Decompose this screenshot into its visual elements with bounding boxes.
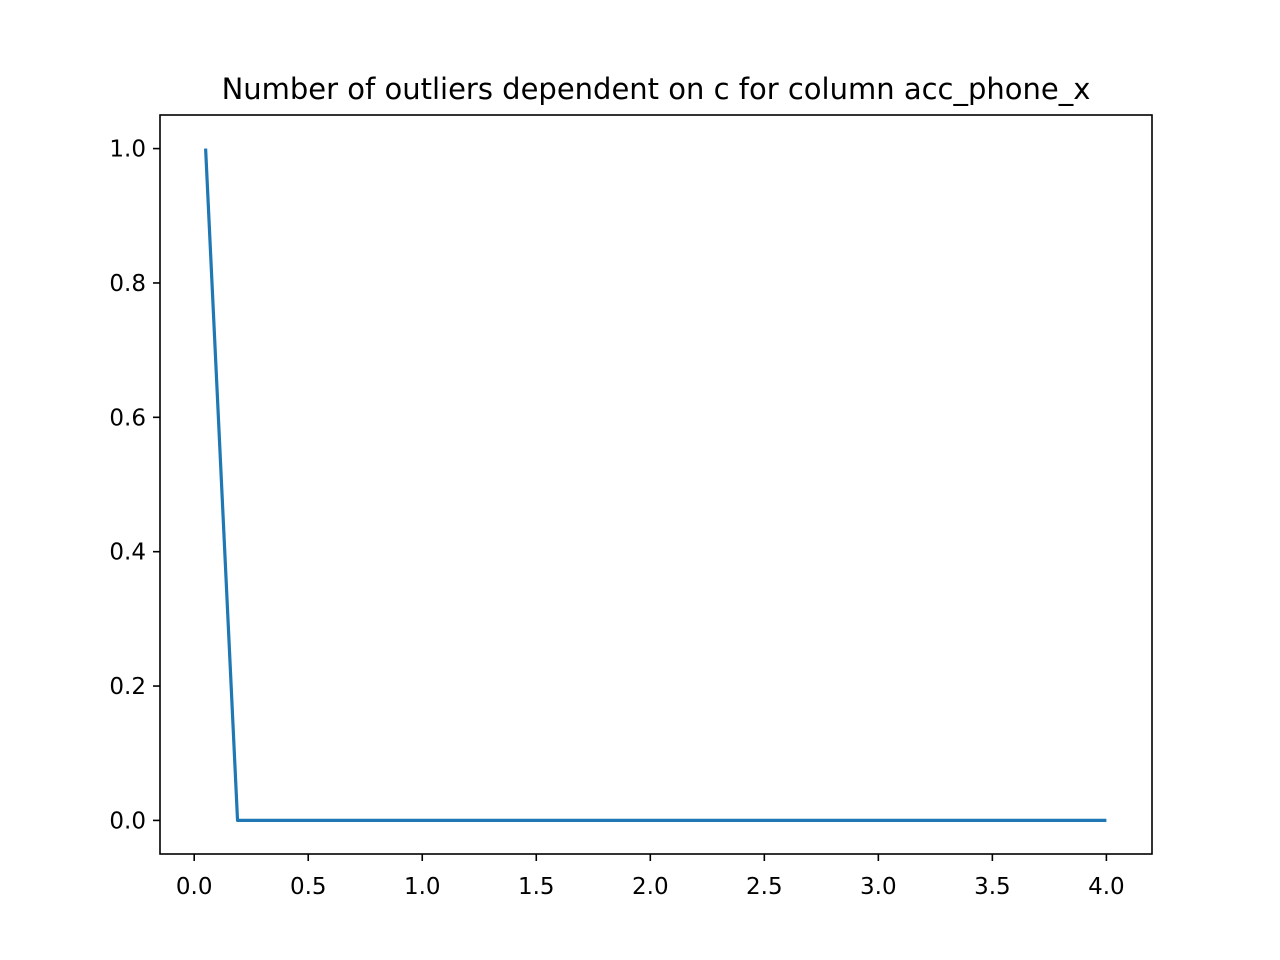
y-tick-label: 0.2 <box>109 674 146 700</box>
x-tick-label: 4.0 <box>1088 874 1125 900</box>
y-tick-label: 0.8 <box>109 271 146 297</box>
series-line <box>204 148 1107 823</box>
y-tick-label: 1.0 <box>109 137 146 163</box>
plot-series <box>204 148 1107 823</box>
y-axis: 0.0 0.2 0.4 0.6 0.8 1.0 <box>109 137 160 834</box>
x-tick-label: 1.5 <box>518 874 555 900</box>
x-axis: 0.0 0.5 1.0 1.5 2.0 2.5 3.0 3.5 4.0 <box>176 854 1125 900</box>
x-tick-label: 0.0 <box>176 874 213 900</box>
y-tick-label: 0.4 <box>109 540 146 566</box>
y-tick-label: 0.0 <box>109 808 146 834</box>
plot-frame <box>159 114 1153 855</box>
x-tick-label: 2.5 <box>746 874 783 900</box>
x-tick-label: 2.0 <box>632 874 669 900</box>
chart-title: Number of outliers dependent on c for co… <box>222 72 1091 106</box>
x-tick-label: 0.5 <box>290 874 327 900</box>
x-tick-label: 3.5 <box>974 874 1011 900</box>
x-tick-label: 3.0 <box>860 874 897 900</box>
y-tick-label: 0.6 <box>109 405 146 431</box>
x-tick-label: 1.0 <box>404 874 441 900</box>
